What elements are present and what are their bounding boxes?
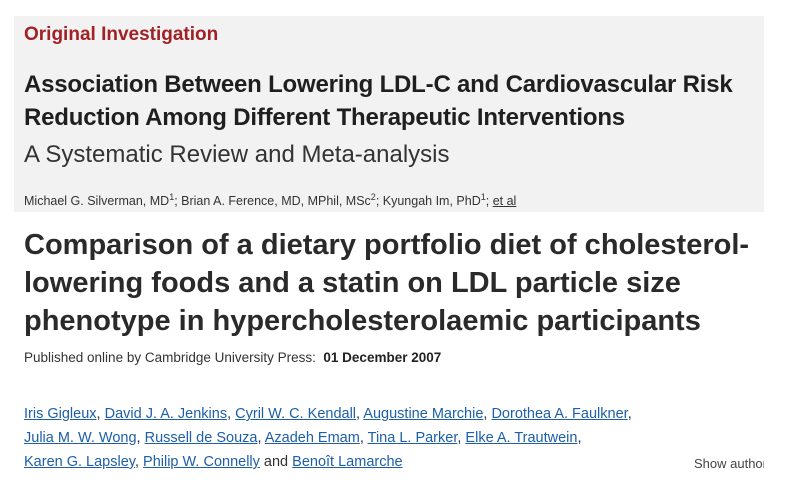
author-separator: ; bbox=[485, 194, 493, 209]
author-link[interactable]: Karen G. Lapsley bbox=[24, 454, 135, 470]
jama-author[interactable]: Michael G. Silverman, MD bbox=[24, 194, 170, 209]
author-link[interactable]: Iris Gigleux bbox=[24, 406, 97, 422]
author-link[interactable]: Augustine Marchie bbox=[363, 406, 484, 422]
jama-article-subtitle: A Systematic Review and Meta-analysis bbox=[24, 141, 450, 168]
author-link[interactable]: Azadeh Emam bbox=[264, 430, 360, 446]
author-line-1: Iris Gigleux, David J. A. Jenkins, Cyril… bbox=[24, 406, 632, 422]
author-link[interactable]: Russell de Souza bbox=[144, 430, 258, 446]
jama-author-list: Michael G. Silverman, MD1; Brian A. Fere… bbox=[24, 192, 516, 208]
and-word: and bbox=[263, 454, 289, 470]
affiliation-sup: 1 bbox=[169, 192, 175, 202]
author-link[interactable]: Tina L. Parker bbox=[367, 430, 458, 446]
jama-author[interactable]: Kyungah Im, PhD bbox=[382, 194, 481, 209]
article-type-label: Original Investigation bbox=[24, 24, 219, 45]
author-link[interactable]: David J. A. Jenkins bbox=[104, 406, 228, 422]
cup-article-title: Comparison of a dietary portfolio diet o… bbox=[24, 229, 750, 337]
author-separator: ; bbox=[174, 194, 182, 209]
author-link[interactable]: Dorothea A. Faulkner bbox=[491, 406, 628, 422]
affiliation-sup: 1 bbox=[480, 192, 486, 202]
author-link[interactable]: Julia M. W. Wong bbox=[24, 430, 137, 446]
cup-author-list: Iris Gigleux, David J. A. Jenkins, Cyril… bbox=[24, 402, 684, 474]
author-line-3: Karen G. Lapsley, Philip W. Connelly and… bbox=[24, 454, 403, 470]
published-label: Published online by Cambridge University… bbox=[24, 350, 316, 365]
author-link[interactable]: Elke A. Trautwein bbox=[465, 430, 578, 446]
jama-article-title: Association Between Lowering LDL-C and C… bbox=[24, 71, 733, 131]
jama-author[interactable]: Brian A. Ference, MD, MPhil, MSc bbox=[181, 194, 371, 209]
author-separator: ; bbox=[375, 194, 383, 209]
publication-info: Published online by Cambridge University… bbox=[24, 350, 441, 365]
author-link[interactable]: Philip W. Connelly bbox=[143, 454, 260, 470]
jama-article-header: Original Investigation Association Betwe… bbox=[14, 16, 764, 212]
author-link[interactable]: Benoît Lamarche bbox=[292, 454, 403, 470]
et-al-link[interactable]: et al bbox=[492, 194, 517, 209]
published-date: 01 December 2007 bbox=[323, 350, 442, 365]
affiliation-sup: 2 bbox=[370, 192, 376, 202]
author-link[interactable]: Cyril W. C. Kendall bbox=[235, 406, 357, 422]
author-line-2: Julia M. W. Wong, Russell de Souza, Azad… bbox=[24, 430, 582, 446]
show-authors-button[interactable]: Show authors bbox=[694, 456, 764, 471]
